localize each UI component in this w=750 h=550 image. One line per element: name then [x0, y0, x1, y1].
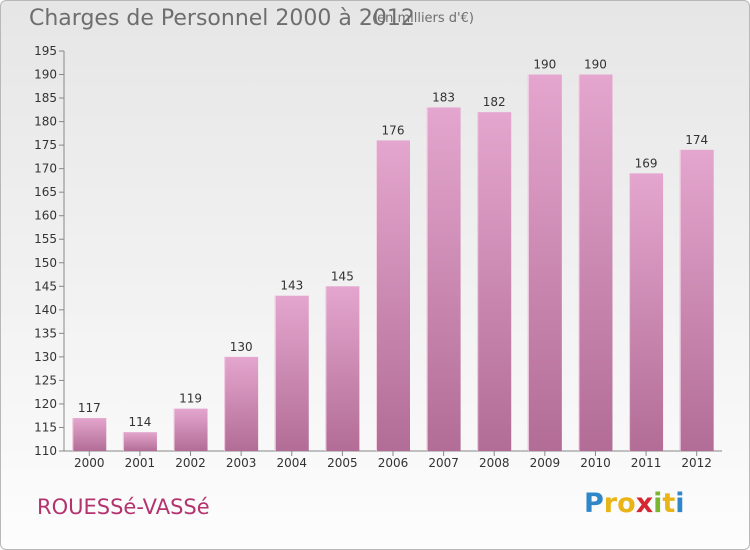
x-tick-label: 2007 [428, 456, 459, 470]
logo-letter: P [584, 488, 604, 519]
x-tick-label: 2000 [74, 456, 105, 470]
chart-title: Charges de Personnel 2000 à 2012 [29, 6, 415, 31]
chart-subtitle: (en milliers d'€) [372, 11, 474, 26]
commune-name: ROUESSé-VASSé [37, 495, 210, 519]
bar [122, 432, 157, 451]
x-tick-label: 2001 [125, 456, 156, 470]
bar [72, 418, 107, 451]
data-label: 190 [533, 58, 556, 72]
data-label: 174 [685, 133, 708, 147]
y-tick-label: 150 [34, 256, 57, 270]
data-label: 119 [179, 392, 202, 406]
x-tick-label: 2003 [226, 456, 257, 470]
y-tick-label: 170 [34, 162, 57, 176]
data-label: 190 [584, 58, 607, 72]
x-tick-label: 2011 [631, 456, 662, 470]
x-tick-label: 2008 [479, 456, 510, 470]
y-tick-label: 185 [34, 91, 57, 105]
y-tick-label: 180 [34, 115, 57, 129]
data-label: 169 [635, 156, 658, 170]
logo-letter: i [675, 488, 685, 519]
data-label: 145 [331, 269, 354, 283]
y-tick-label: 165 [34, 185, 57, 199]
data-label: 143 [280, 279, 303, 293]
bar [578, 74, 613, 451]
y-tick-label: 110 [34, 444, 57, 458]
y-tick-label: 140 [34, 303, 57, 317]
bar [477, 112, 512, 452]
bar [679, 149, 714, 451]
data-label: 176 [382, 123, 405, 137]
y-tick-label: 115 [34, 420, 57, 434]
bar [274, 295, 309, 451]
y-tick-label: 175 [34, 138, 57, 152]
data-label: 114 [128, 415, 151, 429]
bar [173, 408, 208, 451]
y-tick-label: 130 [34, 350, 57, 364]
y-tick-label: 155 [34, 232, 57, 246]
y-tick-label: 160 [34, 209, 57, 223]
bar [376, 140, 410, 452]
bar [325, 286, 360, 451]
y-tick-label: 190 [34, 68, 57, 82]
logo-letter: r [603, 488, 618, 519]
y-tick-label: 120 [34, 397, 57, 411]
bar [629, 173, 664, 451]
x-tick-label: 2006 [378, 456, 409, 470]
proxiti-logo: Proxiti [584, 488, 685, 519]
x-tick-label: 2012 [681, 456, 712, 470]
logo-letter: o [617, 488, 636, 519]
x-tick-label: 2004 [276, 456, 307, 470]
x-tick-label: 2002 [175, 456, 206, 470]
logo-letter: i [653, 488, 663, 519]
data-label: 182 [483, 95, 506, 109]
data-label: 183 [432, 90, 455, 104]
y-tick-label: 125 [34, 373, 57, 387]
logo-letter: t [662, 488, 676, 519]
x-tick-label: 2010 [580, 456, 611, 470]
x-tick-label: 2009 [530, 456, 561, 470]
data-label: 130 [230, 340, 253, 354]
bar [224, 356, 259, 451]
bar [426, 107, 461, 452]
y-tick-label: 135 [34, 326, 57, 340]
logo-letter: x [635, 488, 654, 519]
x-tick-label: 2005 [327, 456, 358, 470]
bar [527, 74, 562, 451]
y-tick-label: 145 [34, 279, 57, 293]
y-tick-label: 195 [34, 44, 57, 58]
data-label: 117 [78, 401, 101, 415]
